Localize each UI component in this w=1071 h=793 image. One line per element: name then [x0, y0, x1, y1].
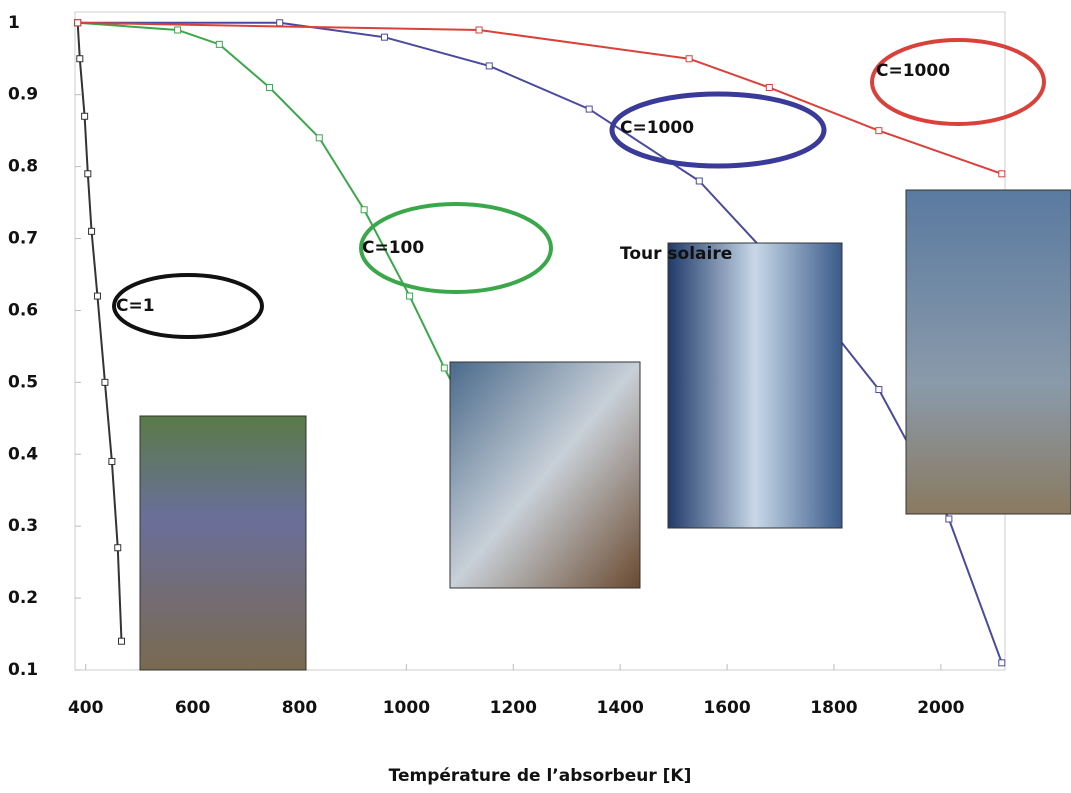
series-line — [76, 22, 123, 642]
point-marker — [88, 227, 96, 235]
y-tick-label: 0.4 — [8, 444, 38, 464]
point-marker — [585, 105, 593, 113]
series-label: C=1000 — [876, 61, 950, 81]
annotation-ellipse — [870, 38, 1046, 126]
point-marker — [114, 544, 122, 552]
series-label: C=1000 — [620, 118, 694, 138]
x-tick-label: 1400 — [597, 698, 644, 718]
point-marker — [315, 134, 323, 142]
point-marker — [215, 40, 223, 48]
point-marker — [360, 206, 368, 214]
y-tick-label: 0.7 — [8, 229, 38, 249]
x-tick-label: 1200 — [490, 698, 537, 718]
y-tick-label: 0.9 — [8, 85, 38, 105]
point-marker — [266, 84, 274, 92]
point-marker — [998, 170, 1006, 178]
series-line — [77, 21, 1003, 175]
point-marker — [174, 26, 182, 34]
point-marker — [380, 33, 388, 41]
y-tick-label: 0.5 — [8, 372, 38, 392]
point-marker — [108, 457, 116, 465]
x-tick-label: 1000 — [383, 698, 430, 718]
point-marker — [74, 19, 82, 27]
x-tick-label: 800 — [282, 698, 318, 718]
point-marker — [81, 112, 89, 120]
point-marker — [765, 84, 773, 92]
photo-solar-tower — [667, 242, 843, 529]
point-marker — [695, 177, 703, 185]
point-marker — [485, 62, 493, 70]
x-tick-label: 600 — [175, 698, 211, 718]
x-tick-label: 400 — [68, 698, 104, 718]
point-marker — [945, 515, 953, 523]
series-label: C=100 — [362, 238, 424, 258]
point-marker — [685, 55, 693, 63]
point-marker — [101, 378, 109, 386]
point-marker — [875, 386, 883, 394]
y-tick-label: 0.3 — [8, 516, 38, 536]
photo-flat-collector — [139, 415, 307, 671]
point-marker — [475, 26, 483, 34]
y-tick-label: 0.6 — [8, 300, 38, 320]
annotation: Tour solaire — [620, 244, 732, 264]
photo-parabolic-trough — [449, 361, 641, 589]
x-tick-label: 1800 — [810, 698, 857, 718]
x-tick-label: 1600 — [703, 698, 750, 718]
point-marker — [118, 637, 125, 645]
y-tick-label: 0.2 — [8, 588, 38, 608]
x-axis-label: Température de l’absorbeur [K] — [389, 766, 692, 786]
point-marker — [875, 127, 883, 135]
point-marker — [76, 55, 84, 63]
annotation-ellipse — [609, 91, 827, 169]
photo-dish — [905, 189, 1071, 515]
point-marker — [440, 364, 448, 372]
point-marker — [998, 659, 1006, 667]
y-tick-label: 1 — [8, 13, 20, 33]
x-tick-label: 2000 — [917, 698, 964, 718]
annotation-ellipse — [359, 202, 553, 294]
point-marker — [276, 19, 284, 27]
point-marker — [84, 170, 92, 178]
annotation-ellipse — [112, 273, 264, 339]
y-tick-label: 0.1 — [8, 660, 38, 680]
point-marker — [406, 292, 414, 300]
point-marker — [93, 292, 101, 300]
y-tick-label: 0.8 — [8, 157, 38, 177]
series-label: C=1 — [116, 296, 155, 316]
